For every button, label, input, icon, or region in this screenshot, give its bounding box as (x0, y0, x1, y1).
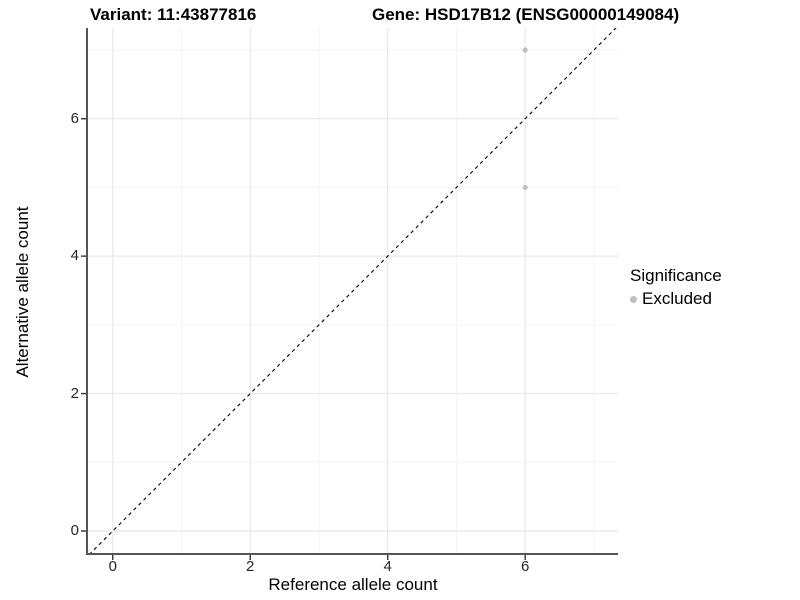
y-tick-label-2: 2 (70, 384, 79, 402)
y-tick-label-0: 0 (70, 522, 79, 539)
plot-title-gene: Gene: HSD17B12 (ENSG00000149084) (372, 5, 680, 24)
plot-title-variant: Variant: 11:43877816 (90, 5, 257, 24)
x-tick-label-6: 6 (521, 558, 530, 575)
x-tick-label-0: 0 (108, 558, 117, 575)
data-point-excluded-6-7 (522, 47, 528, 53)
y-tick-label-6: 6 (70, 109, 79, 127)
y-tick-label-4: 4 (70, 247, 79, 265)
identity-dashed-line (89, 28, 617, 553)
legend-item-excluded: Excluded (630, 289, 722, 309)
panel-area (88, 28, 618, 553)
x-axis-label: Reference allele count (268, 575, 438, 594)
legend-title: Significance (630, 266, 722, 285)
legend-marker-circle-icon (630, 295, 637, 303)
x-tick-label-4: 4 (383, 558, 392, 575)
legend: Significance Excluded (630, 266, 722, 309)
x-tick-label-2: 2 (246, 558, 255, 575)
legend-item-label: Excluded (642, 289, 712, 308)
data-point-excluded-6-5 (522, 184, 528, 191)
y-axis-label: Alternative allele count (13, 206, 32, 378)
